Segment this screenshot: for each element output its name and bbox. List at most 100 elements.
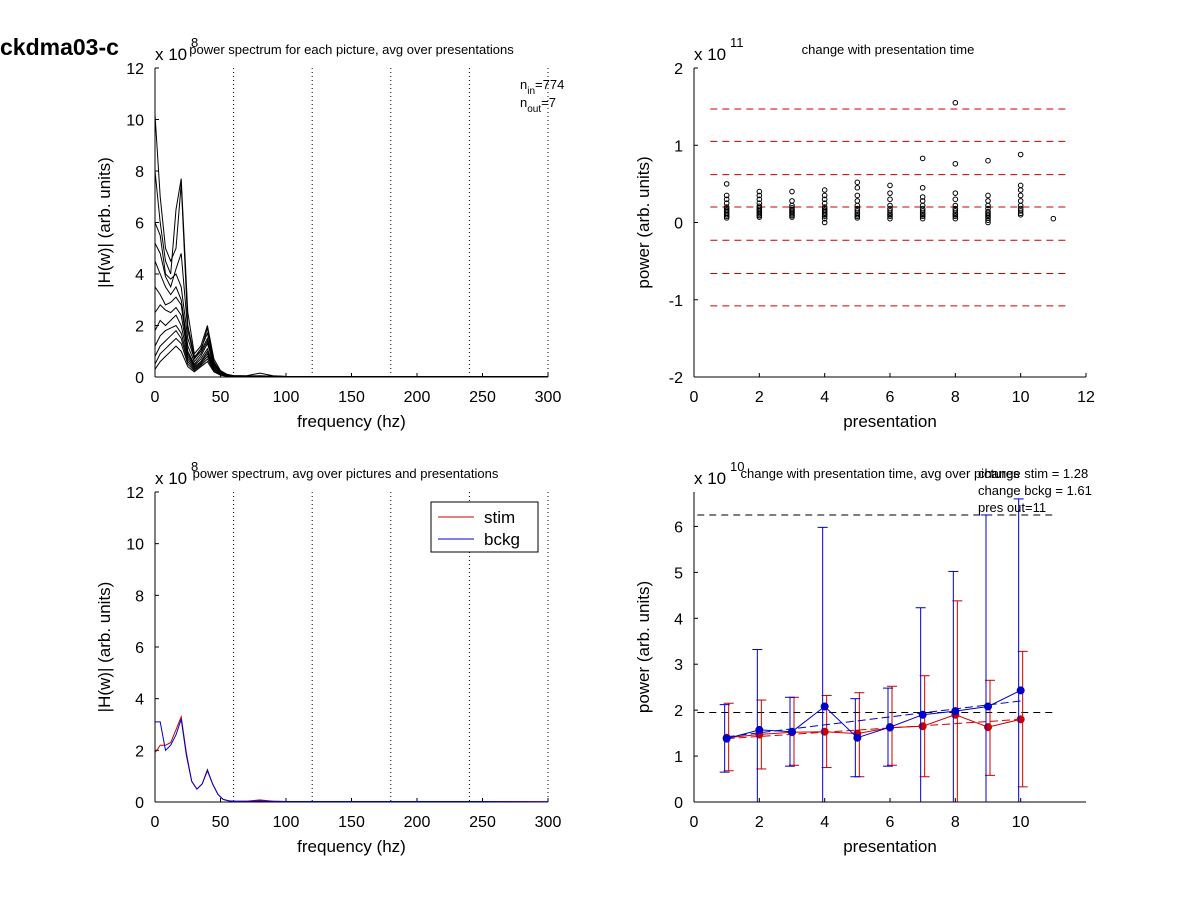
- x-tick-label: 6: [886, 814, 895, 831]
- series-line-stim: [154, 714, 549, 803]
- x-axis-label: frequency (hz): [297, 837, 406, 856]
- data-point-bckg: [853, 733, 862, 742]
- y-tick-label: 0: [135, 370, 144, 387]
- y-tick-label: 1: [674, 749, 683, 766]
- y-tick-label: 0: [674, 795, 683, 812]
- exponent-power: 11: [730, 35, 744, 50]
- data-point-bckg: [984, 702, 992, 711]
- data-point: [919, 202, 926, 209]
- x-tick-label: 100: [273, 814, 300, 831]
- y-tick-label: 2: [674, 61, 683, 78]
- y-tick-label: 12: [126, 61, 144, 78]
- annotation-text: change bckg = 1.61: [978, 483, 1092, 498]
- data-point: [821, 200, 828, 206]
- x-tick-label: 4: [820, 389, 829, 406]
- fit-line-bckg: [726, 700, 1021, 738]
- panel-title: power spectrum, avg over pictures and pr…: [193, 466, 499, 481]
- y-axis-label: |H(w)| (arb. units): [95, 157, 114, 288]
- data-point: [952, 160, 959, 167]
- y-tick-label: 10: [126, 113, 144, 130]
- data-point: [1017, 187, 1024, 193]
- x-axis-label: presentation: [843, 412, 937, 431]
- spectrum-line: [154, 304, 549, 378]
- x-tick-label: 0: [151, 389, 160, 406]
- data-point: [789, 188, 795, 195]
- data-point: [1017, 182, 1024, 189]
- x-tick-label: 300: [535, 389, 562, 406]
- data-point: [756, 188, 763, 195]
- x-tick-label: 2: [755, 389, 764, 406]
- x-tick-label: 12: [1077, 389, 1095, 406]
- x-tick-label: 0: [151, 814, 160, 831]
- data-point: [952, 190, 959, 196]
- data-point: [985, 157, 991, 164]
- x-tick-label: 100: [273, 389, 300, 406]
- y-tick-label: 0: [674, 216, 683, 233]
- panel-change-with-presentation-time-avg: 0 2 4 6 8 10 0 1 2 3 4 5 6 presentation power (arb. un…: [634, 459, 1092, 856]
- panel-title: change with presentation time, avg over …: [741, 466, 1020, 481]
- data-point: [952, 196, 959, 203]
- data-point: [821, 219, 828, 226]
- panel-title: power spectrum for each picture, avg ove…: [189, 42, 514, 57]
- y-tick-label: 6: [135, 640, 144, 657]
- x-tick-label: 10: [1012, 814, 1030, 831]
- data-point: [821, 204, 828, 210]
- data-point: [1017, 151, 1024, 158]
- data-point-bckg: [918, 710, 927, 719]
- data-point: [887, 182, 893, 189]
- legend-label-stim: stim: [484, 508, 515, 527]
- data-point: [887, 190, 893, 196]
- data-point: [919, 194, 926, 200]
- x-tick-label: 8: [951, 389, 960, 406]
- series-line-bckg: [155, 719, 549, 803]
- fit-line-stim: [726, 718, 1021, 740]
- data-point: [919, 205, 926, 212]
- data-point: [952, 99, 959, 106]
- data-point: [919, 215, 926, 222]
- y-tick-label: 8: [135, 588, 144, 605]
- series-line-bckg: [726, 689, 1021, 740]
- spectrum-line: [154, 314, 549, 378]
- exponent-power: 10: [730, 459, 744, 474]
- data-point: [854, 208, 861, 214]
- x-tick-label: 150: [338, 814, 365, 831]
- data-point: [854, 205, 861, 212]
- data-point: [756, 200, 763, 206]
- data-point: [821, 215, 828, 222]
- data-point: [919, 208, 926, 214]
- data-point: [887, 196, 893, 203]
- data-point: [789, 205, 795, 211]
- exponent-base: x 10: [694, 45, 726, 64]
- spectrum-line: [154, 114, 549, 378]
- exponent-power: 8: [191, 459, 198, 474]
- data-point: [1017, 208, 1024, 214]
- legend-label-bckg: bckg: [484, 530, 520, 549]
- data-point: [887, 202, 893, 209]
- data-point: [821, 192, 828, 199]
- x-tick-label: 200: [404, 389, 431, 406]
- x-tick-label: 250: [469, 814, 496, 831]
- y-tick-label: 8: [135, 164, 144, 181]
- data-point: [821, 187, 828, 193]
- panel-title: change with presentation time: [802, 42, 975, 57]
- y-axis-label: |H(w)| (arb. units): [95, 582, 114, 713]
- y-tick-label: -2: [669, 370, 683, 387]
- x-tick-label: 0: [690, 389, 699, 406]
- data-point: [821, 196, 828, 203]
- x-tick-label: 150: [338, 389, 365, 406]
- annotation-text: pres out=11: [978, 500, 1046, 515]
- exponent-base: x 10: [155, 45, 187, 64]
- y-tick-label: 3: [674, 657, 683, 674]
- data-point: [985, 217, 991, 223]
- data-point: [756, 203, 763, 210]
- data-point: [723, 204, 730, 210]
- legend-box: [430, 501, 539, 553]
- data-point: [1017, 202, 1024, 209]
- figure-title: ckdma03-c: [0, 34, 119, 60]
- exponent-base: x 10: [694, 469, 726, 488]
- data-point: [854, 192, 861, 199]
- data-point: [723, 200, 730, 206]
- data-point-bckg: [788, 727, 796, 736]
- data-point: [854, 179, 861, 186]
- y-axis-label: power (arb. units): [634, 156, 653, 288]
